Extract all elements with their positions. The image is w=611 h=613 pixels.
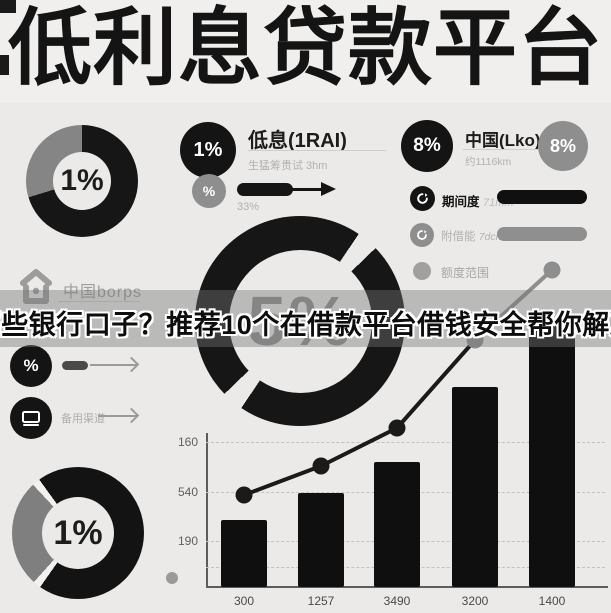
monitor-badge [10, 397, 52, 439]
arrow-right-icon [98, 415, 137, 417]
x-tick-label: 1257 [307, 594, 335, 608]
row1-bar [497, 190, 587, 204]
donut-chart-center: 5% [195, 216, 405, 426]
row3-label: 额度范围 [441, 266, 490, 280]
x-tick-label: 3490 [383, 594, 411, 608]
stat1-subtext: 生猛筹贵试 3hm [248, 160, 328, 172]
bar [221, 520, 267, 587]
bar [298, 493, 344, 587]
banner-text: 按揭房有哪些银行口子？推荐10个在借款平台借钱安全帮你解决资金问题 [0, 310, 611, 340]
home-row-label: 中国borps [63, 284, 143, 301]
badge-value: 8% [549, 135, 576, 156]
right-stat-badge-black: 8% [401, 120, 453, 172]
y-axis [206, 433, 208, 587]
row-label-bold: 期间度 [442, 195, 480, 209]
divider [58, 301, 140, 302]
refresh-icon [417, 193, 428, 204]
right-stat-badge-gray: 8% [538, 121, 588, 171]
stat2-bar [237, 183, 293, 196]
origin-dot [166, 572, 178, 584]
banner-overlay [0, 290, 611, 347]
bar [374, 462, 420, 587]
badge-value: % [23, 356, 39, 375]
row2-badge [410, 223, 434, 247]
divider [248, 150, 386, 151]
badge-value: % [202, 183, 216, 199]
bar [529, 325, 575, 587]
donut-value: 1% [60, 164, 104, 197]
arrow-right-icon [321, 182, 336, 196]
donut-chart-top-left: 1% [26, 125, 138, 237]
badge-value: 8% [413, 135, 441, 156]
bar [452, 387, 498, 587]
x-tick-label: 1400 [538, 594, 566, 608]
arrow-shaft [290, 188, 324, 191]
right-stat-heading: 中国(Lko) [465, 131, 541, 150]
edge-artifact [0, 55, 9, 75]
donut-chart-bottom-left: 1% [12, 467, 144, 599]
x-tick-label: 300 [233, 594, 255, 608]
stat1-heading: 低息(1RAI) [248, 130, 347, 152]
monitor-row-label: 备用渠道 [61, 413, 105, 425]
y-tick-label: 190 [177, 534, 198, 548]
row3-dot-icon [413, 262, 431, 280]
y-tick-label: 540 [177, 485, 198, 499]
refresh-icon [417, 230, 427, 240]
stat2-badge: % [192, 174, 226, 208]
x-tick-label: 3200 [461, 594, 489, 608]
y-tick-label: 160 [177, 435, 198, 449]
gridline [206, 442, 605, 443]
stat2-value: 33% [237, 201, 260, 213]
row1-badge [410, 186, 435, 211]
donut-value: 5% [247, 282, 353, 360]
row2-bar [497, 227, 587, 241]
stat1-badge: 1% [180, 122, 236, 178]
donut-value: 1% [53, 513, 103, 552]
mini-bar [62, 361, 88, 370]
title-band [0, 0, 611, 103]
page-title: 低利息贷款平台 [8, 1, 604, 95]
divider [463, 149, 563, 150]
edge-artifact [0, 0, 16, 13]
monitor-icon [22, 410, 40, 426]
arrow-right-icon [90, 364, 137, 366]
row-label: 附借能 [441, 231, 476, 243]
percent-badge: % [10, 345, 52, 387]
badge-value: 1% [193, 138, 223, 161]
house-icon [20, 269, 52, 304]
right-stat-subtext: 约1116km [465, 156, 512, 168]
